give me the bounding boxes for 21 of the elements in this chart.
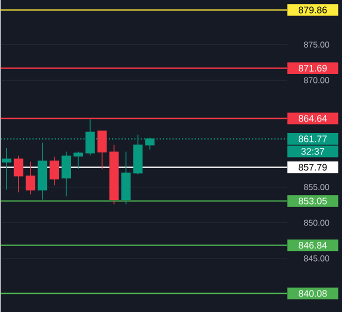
candlestick bbox=[62, 151, 71, 196]
ref-line-label: 861.77 bbox=[298, 135, 327, 142]
ref-line-label: 840.08 bbox=[298, 290, 327, 297]
y-tick-label: 855.00 bbox=[304, 184, 330, 190]
y-tick-label: 845.00 bbox=[304, 255, 330, 262]
y-tick-label: 850.00 bbox=[304, 220, 330, 226]
text: 32:37 bbox=[301, 148, 324, 155]
candlestick bbox=[2, 147, 12, 190]
ref-line-label: 857.79 bbox=[298, 164, 327, 170]
ref-line-label: 879.86 bbox=[298, 6, 327, 14]
ref-line-label: 864.64 bbox=[298, 114, 327, 122]
candlestick bbox=[14, 155, 24, 192]
candlestick bbox=[97, 130, 107, 170]
candlestick bbox=[26, 161, 36, 194]
y-tick-label: 875.00 bbox=[304, 41, 330, 48]
ref-line-label: 871.69 bbox=[298, 64, 327, 72]
candlestick bbox=[74, 151, 83, 170]
ref-line-label: 853.05 bbox=[298, 197, 327, 204]
candlestick bbox=[50, 156, 60, 186]
y-tick-label: 870.00 bbox=[304, 77, 330, 84]
ref-line-label: 846.84 bbox=[298, 242, 327, 248]
